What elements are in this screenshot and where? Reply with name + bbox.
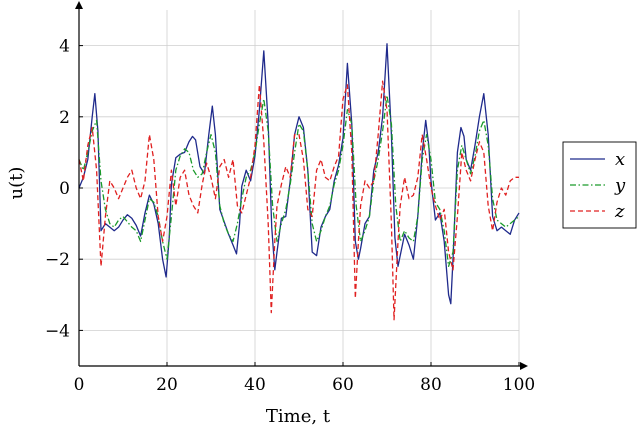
series-line-z <box>78 80 519 321</box>
x-axis-arrow <box>520 362 528 370</box>
y-tick-label: −4 <box>45 321 70 341</box>
tick-labels: 0 20 40 60 80 100 −4 −2 0 2 4 <box>45 37 535 395</box>
x-axis-label: Time, t <box>266 406 331 427</box>
x-tick-label: 0 <box>74 375 85 395</box>
x-tick-label: 20 <box>156 375 178 395</box>
y-axis-arrow <box>75 1 83 9</box>
y-tick-label: 0 <box>59 179 70 199</box>
y-tick-label: −2 <box>45 250 70 270</box>
series-line-x <box>78 43 520 305</box>
x-tick-label: 60 <box>332 375 354 395</box>
y-axis-label: u(t) <box>6 167 27 200</box>
x-tick-label: 40 <box>244 375 266 395</box>
legend-label-y: y <box>614 175 626 196</box>
y-tick-label: 2 <box>59 108 70 128</box>
x-tick-label: 100 <box>503 375 535 395</box>
legend-label-x: x <box>615 149 625 170</box>
axes <box>75 1 528 370</box>
series-line-y <box>78 94 520 267</box>
x-tick-label: 80 <box>420 375 442 395</box>
series-group <box>78 43 520 321</box>
y-tick-label: 4 <box>59 37 70 57</box>
grid <box>78 10 520 366</box>
legend: xyz <box>562 141 637 229</box>
legend-label-z: z <box>614 201 625 222</box>
